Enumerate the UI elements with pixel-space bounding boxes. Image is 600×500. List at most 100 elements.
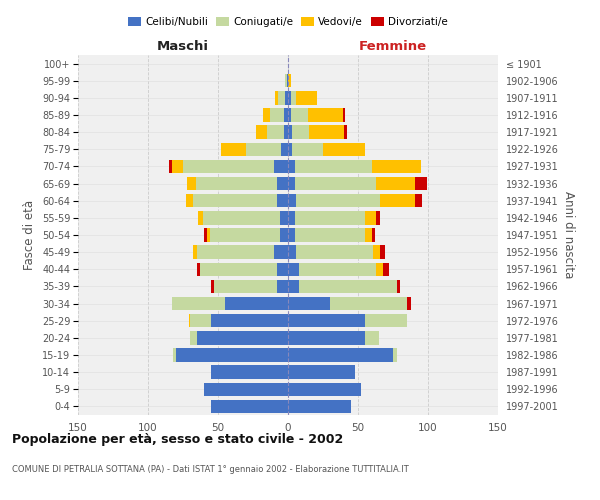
Bar (274, 160, 288, 173)
Bar (214, 280, 277, 293)
Bar (344, 126, 347, 139)
Bar (281, 142, 288, 156)
Bar (173, 348, 176, 362)
Bar (365, 228, 372, 241)
Bar (309, 126, 344, 139)
Bar (365, 211, 376, 224)
Bar (415, 177, 427, 190)
Bar (263, 108, 270, 122)
Bar (288, 108, 291, 122)
Bar (288, 331, 365, 344)
Bar (291, 108, 308, 122)
Bar (172, 160, 183, 173)
Bar (288, 126, 292, 139)
Bar (288, 262, 299, 276)
Text: COMUNE DI PETRALIA SOTTANA (PA) - Dati ISTAT 1° gennaio 2002 - Elaborazione TUTT: COMUNE DI PETRALIA SOTTANA (PA) - Dati I… (12, 466, 409, 474)
Bar (183, 160, 274, 173)
Bar (193, 246, 197, 259)
Bar (380, 246, 385, 259)
Bar (288, 246, 296, 259)
Bar (288, 382, 361, 396)
Bar (246, 142, 281, 156)
Bar (285, 91, 288, 104)
Y-axis label: Anni di nascita: Anni di nascita (562, 192, 575, 278)
Bar (280, 211, 288, 224)
Bar (221, 142, 246, 156)
Bar (376, 211, 380, 224)
Bar (308, 108, 343, 122)
Text: Popolazione per età, sesso e stato civile - 2002: Popolazione per età, sesso e stato civil… (12, 432, 343, 446)
Bar (172, 297, 225, 310)
Bar (284, 126, 288, 139)
Bar (296, 91, 317, 104)
Bar (200, 262, 277, 276)
Bar (373, 246, 380, 259)
Bar (330, 297, 407, 310)
Bar (225, 297, 288, 310)
Bar (295, 160, 372, 173)
Bar (287, 74, 288, 88)
Bar (209, 228, 280, 241)
Bar (393, 348, 397, 362)
Bar (277, 177, 288, 190)
Bar (376, 262, 383, 276)
Bar (211, 280, 214, 293)
Bar (188, 314, 190, 328)
Bar (285, 74, 287, 88)
Bar (415, 194, 422, 207)
Bar (169, 160, 172, 173)
Bar (288, 280, 299, 293)
Bar (288, 228, 295, 241)
Bar (256, 126, 267, 139)
Bar (295, 211, 365, 224)
Bar (407, 297, 411, 310)
Bar (186, 194, 193, 207)
Bar (197, 331, 288, 344)
Bar (211, 366, 288, 379)
Bar (288, 177, 295, 190)
Bar (380, 194, 415, 207)
Bar (288, 74, 291, 88)
Bar (197, 262, 200, 276)
Bar (296, 246, 373, 259)
Bar (288, 91, 291, 104)
Bar (204, 228, 207, 241)
Bar (190, 314, 211, 328)
Bar (288, 348, 393, 362)
Bar (292, 142, 323, 156)
Bar (193, 194, 277, 207)
Legend: Celibi/Nubili, Coniugati/e, Vedovi/e, Divorziati/e: Celibi/Nubili, Coniugati/e, Vedovi/e, Di… (124, 12, 452, 32)
Bar (376, 177, 415, 190)
Bar (277, 194, 288, 207)
Bar (292, 126, 309, 139)
Bar (187, 177, 196, 190)
Bar (288, 194, 296, 207)
Bar (291, 91, 296, 104)
Bar (277, 262, 288, 276)
Bar (288, 314, 365, 328)
Bar (288, 297, 330, 310)
Bar (383, 262, 389, 276)
Text: Maschi: Maschi (157, 40, 209, 54)
Y-axis label: Fasce di età: Fasce di età (23, 200, 37, 270)
Bar (267, 126, 284, 139)
Bar (365, 331, 379, 344)
Bar (274, 246, 288, 259)
Bar (278, 91, 285, 104)
Bar (176, 348, 288, 362)
Bar (196, 177, 277, 190)
Bar (288, 142, 292, 156)
Bar (299, 262, 376, 276)
Bar (207, 228, 209, 241)
Bar (190, 331, 197, 344)
Bar (372, 228, 375, 241)
Bar (199, 211, 203, 224)
Bar (397, 280, 400, 293)
Bar (197, 246, 274, 259)
Bar (284, 108, 288, 122)
Bar (288, 160, 295, 173)
Bar (280, 228, 288, 241)
Bar (211, 314, 288, 328)
Text: Femmine: Femmine (359, 40, 427, 54)
Bar (372, 160, 421, 173)
